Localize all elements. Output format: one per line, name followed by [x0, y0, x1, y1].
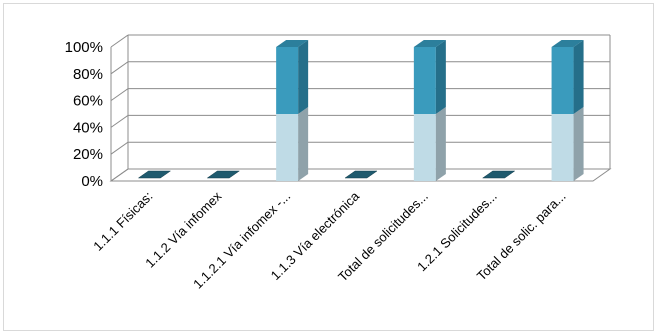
gridline-side	[110, 34, 129, 48]
gridlines	[110, 34, 610, 182]
bar-segment-upper-side	[435, 40, 446, 114]
bar-top	[276, 40, 309, 47]
bar-top	[551, 40, 584, 47]
gridline-side	[110, 168, 129, 182]
y-tick-label: 80%	[73, 66, 103, 83]
chart-walls	[109, 35, 612, 182]
gridline-side	[110, 114, 129, 128]
bar-segment-upper	[551, 47, 574, 114]
category-label: 1.1.1 Físicas:	[90, 189, 155, 254]
bar-segment-lower	[276, 114, 299, 181]
bar-zero-marker	[206, 170, 241, 179]
y-tick-label: 60%	[73, 93, 103, 110]
y-tick-label: 100%	[65, 39, 103, 56]
gridline-side	[110, 61, 129, 75]
bar-segment-lower-side	[573, 107, 584, 181]
bar-segment-upper-side	[298, 40, 309, 114]
bars	[137, 40, 584, 181]
gridline-side	[110, 88, 129, 102]
y-tick-label: 0%	[81, 173, 103, 190]
bar-segment-lower-side	[298, 107, 309, 181]
bar-segment-upper-side	[573, 40, 584, 114]
bar-zero-marker	[137, 170, 172, 179]
y-tick-label: 20%	[73, 146, 103, 163]
y-tick-labels: 0% 20% 40% 60% 80% 100%	[65, 39, 103, 190]
y-tick-label: 40%	[73, 119, 103, 136]
bar-segment-lower	[413, 114, 436, 181]
bar-top	[413, 40, 446, 47]
bar-zero-marker	[344, 170, 378, 179]
bar-zero-marker	[481, 170, 516, 179]
gridline-side	[110, 141, 129, 155]
bar-segment-upper	[276, 47, 299, 114]
bar-segment-lower	[551, 114, 574, 181]
bar-segment-upper	[413, 47, 436, 114]
bar-segment-lower-side	[435, 107, 446, 181]
